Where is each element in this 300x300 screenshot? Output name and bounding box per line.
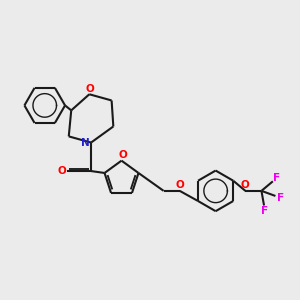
Text: F: F <box>261 206 268 216</box>
Text: N: N <box>81 138 90 148</box>
Text: F: F <box>277 193 284 203</box>
Text: F: F <box>274 173 280 183</box>
Text: O: O <box>118 150 127 160</box>
Text: O: O <box>175 180 184 190</box>
Text: O: O <box>57 166 66 176</box>
Text: O: O <box>86 84 94 94</box>
Text: O: O <box>241 180 250 190</box>
